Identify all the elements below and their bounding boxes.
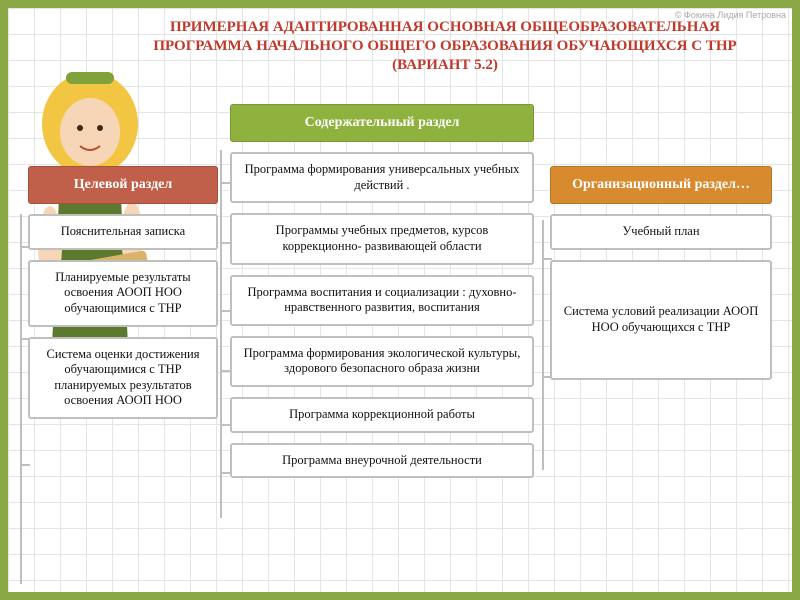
box-item: Программы учебных предметов, курсов корр… bbox=[230, 213, 534, 264]
box-item: Учебный план bbox=[550, 214, 772, 250]
diagram-content: Целевой раздел Пояснительная записка Пла… bbox=[8, 88, 792, 592]
connector bbox=[542, 376, 552, 378]
box-item: Система оценки достижения обучающимися с… bbox=[28, 337, 218, 420]
box-item: Программа формирования универсальных уче… bbox=[230, 152, 534, 203]
connector bbox=[220, 182, 232, 184]
header-target: Целевой раздел bbox=[28, 166, 218, 204]
connector bbox=[20, 464, 30, 466]
connector bbox=[220, 310, 232, 312]
connector bbox=[220, 370, 232, 372]
slide-frame: © Фокина Лидия Петровна ПРИМЕРНАЯ АДАПТИ… bbox=[0, 0, 800, 600]
connector bbox=[20, 338, 30, 340]
box-item: Программа внеурочной деятельности bbox=[230, 443, 534, 479]
box-item: Программа коррекционной работы bbox=[230, 397, 534, 433]
box-item: Программа воспитания и социализации : ду… bbox=[230, 275, 534, 326]
connector-rail bbox=[20, 214, 22, 584]
connector bbox=[542, 258, 552, 260]
column-target: Целевой раздел Пояснительная записка Пла… bbox=[28, 166, 218, 429]
column-org: Организационный раздел… Учебный план Сис… bbox=[550, 166, 772, 390]
connector bbox=[20, 246, 30, 248]
header-org: Организационный раздел… bbox=[550, 166, 772, 204]
connector bbox=[220, 242, 232, 244]
header-content: Содержательный раздел bbox=[230, 104, 534, 142]
slide-title: ПРИМЕРНАЯ АДАПТИРОВАННАЯ ОСНОВНАЯ ОБЩЕОБ… bbox=[128, 18, 762, 74]
connector bbox=[220, 424, 232, 426]
box-item: Программа формирования экологической кул… bbox=[230, 336, 534, 387]
column-content: Содержательный раздел Программа формиров… bbox=[230, 104, 534, 488]
connector bbox=[220, 472, 232, 474]
connector-rail bbox=[220, 150, 222, 518]
box-item: Планируемые результаты освоения АООП НОО… bbox=[28, 260, 218, 327]
box-item: Пояснительная записка bbox=[28, 214, 218, 250]
box-item: Система условий реализации АООП НОО обуч… bbox=[550, 260, 772, 380]
